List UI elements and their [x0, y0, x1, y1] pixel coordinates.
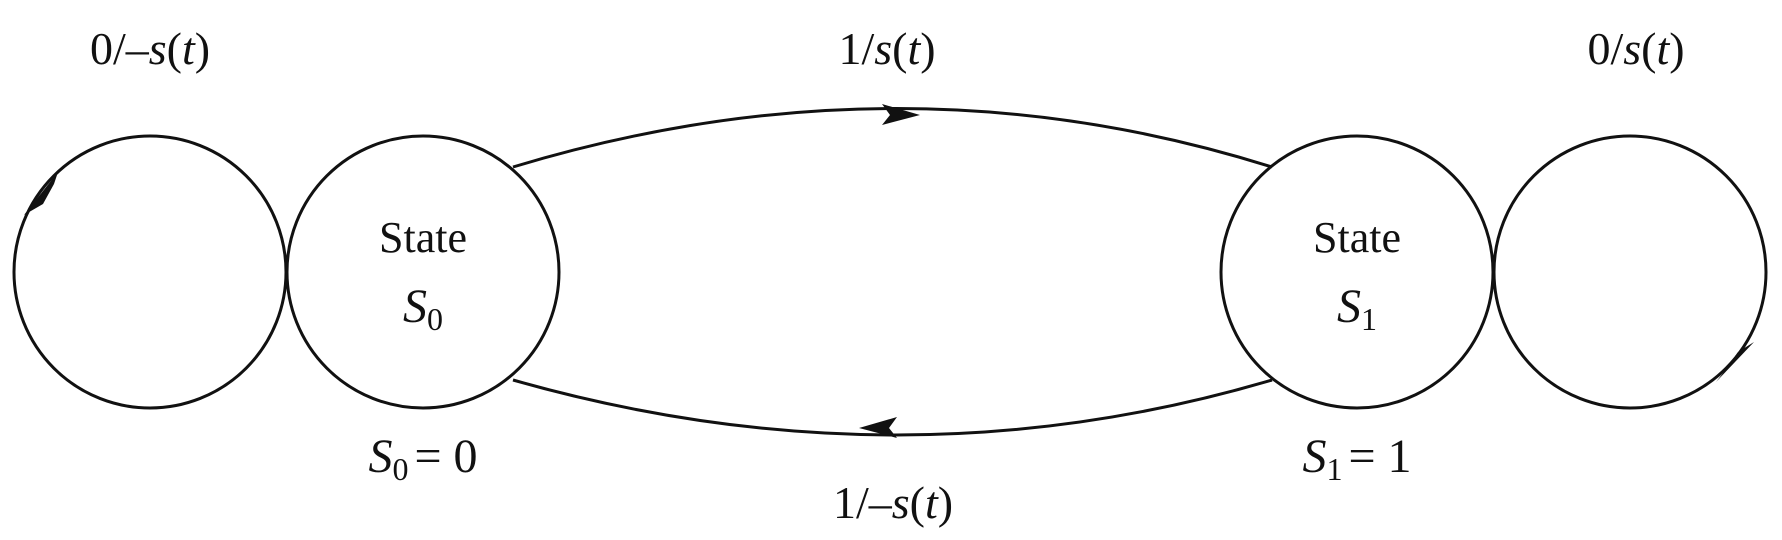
state-s1-node — [1219, 134, 1495, 410]
edge-s1-to-s0-arrowhead — [859, 417, 897, 438]
state-s0-word: State — [379, 213, 467, 262]
state-s1-value: S1 = 1 — [1302, 430, 1411, 487]
label-s0-to-s1: 1/s(t) — [838, 23, 935, 74]
self-loop-s1-arrowhead — [1716, 342, 1754, 382]
label-s1-to-s0: 1/–s(t) — [833, 477, 953, 528]
state-s0-symbol: S0 — [403, 280, 443, 337]
state-s0-node — [285, 134, 561, 410]
edge-s0-to-s1-arrowhead — [882, 104, 920, 125]
state-s1-symbol: S1 — [1337, 280, 1377, 337]
self-loop-s0-arrowhead — [24, 172, 58, 215]
label-self-loop-s0: 0/–s(t) — [90, 23, 210, 74]
state-s0-value: S0 = 0 — [368, 430, 477, 487]
label-self-loop-s1: 0/s(t) — [1587, 23, 1684, 74]
state-s1-word: State — [1313, 213, 1401, 262]
edge-s1-to-s0 — [512, 378, 1273, 437]
self-loop-s1 — [1492, 134, 1768, 410]
